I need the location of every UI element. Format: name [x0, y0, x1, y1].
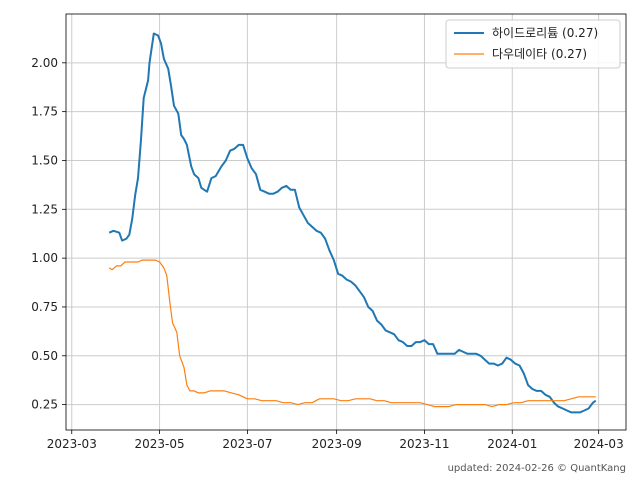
x-tick-label: 2024-01 — [487, 437, 537, 451]
y-tick-label: 0.50 — [31, 349, 58, 363]
x-tick-label: 2023-09 — [312, 437, 362, 451]
y-tick-label: 2.00 — [31, 56, 58, 70]
legend-label-hydrolithium: 하이드로리튬 (0.27) — [492, 26, 598, 40]
x-tick-label: 2024-03 — [574, 437, 624, 451]
series-lines — [108, 32, 597, 414]
grid-lines — [66, 14, 626, 430]
legend-label-dawudata: 다우데이타 (0.27) — [492, 47, 587, 61]
legend-box — [445, 19, 621, 69]
y-tick-label: 0.75 — [31, 300, 58, 314]
updated-note: updated: 2024-02-26 © QuantKang — [448, 463, 626, 474]
x-tick-label: 2023-03 — [47, 437, 97, 451]
series-line-dawudata — [108, 259, 596, 408]
legend: 하이드로리튬 (0.27) 다우데이타 (0.27) — [445, 19, 621, 69]
y-tick-label: 1.25 — [31, 202, 58, 216]
series-line-hydrolithium — [108, 32, 597, 414]
y-tick-label: 0.25 — [31, 398, 58, 412]
y-tick-label: 1.75 — [31, 105, 58, 119]
plot-frame — [65, 13, 627, 431]
x-tick-label: 2023-05 — [135, 437, 185, 451]
x-tick-label: 2023-07 — [222, 437, 272, 451]
y-axis-ticks: 0.25 0.50 0.75 1.00 1.25 1.50 1.75 2.00 — [31, 56, 66, 412]
y-tick-label: 1.00 — [31, 251, 58, 265]
y-tick-label: 1.50 — [31, 153, 58, 167]
x-tick-label: 2023-11 — [399, 437, 449, 451]
x-axis-ticks: 2023-03 2023-05 2023-07 2023-09 2023-11 2024-… — [47, 430, 624, 451]
